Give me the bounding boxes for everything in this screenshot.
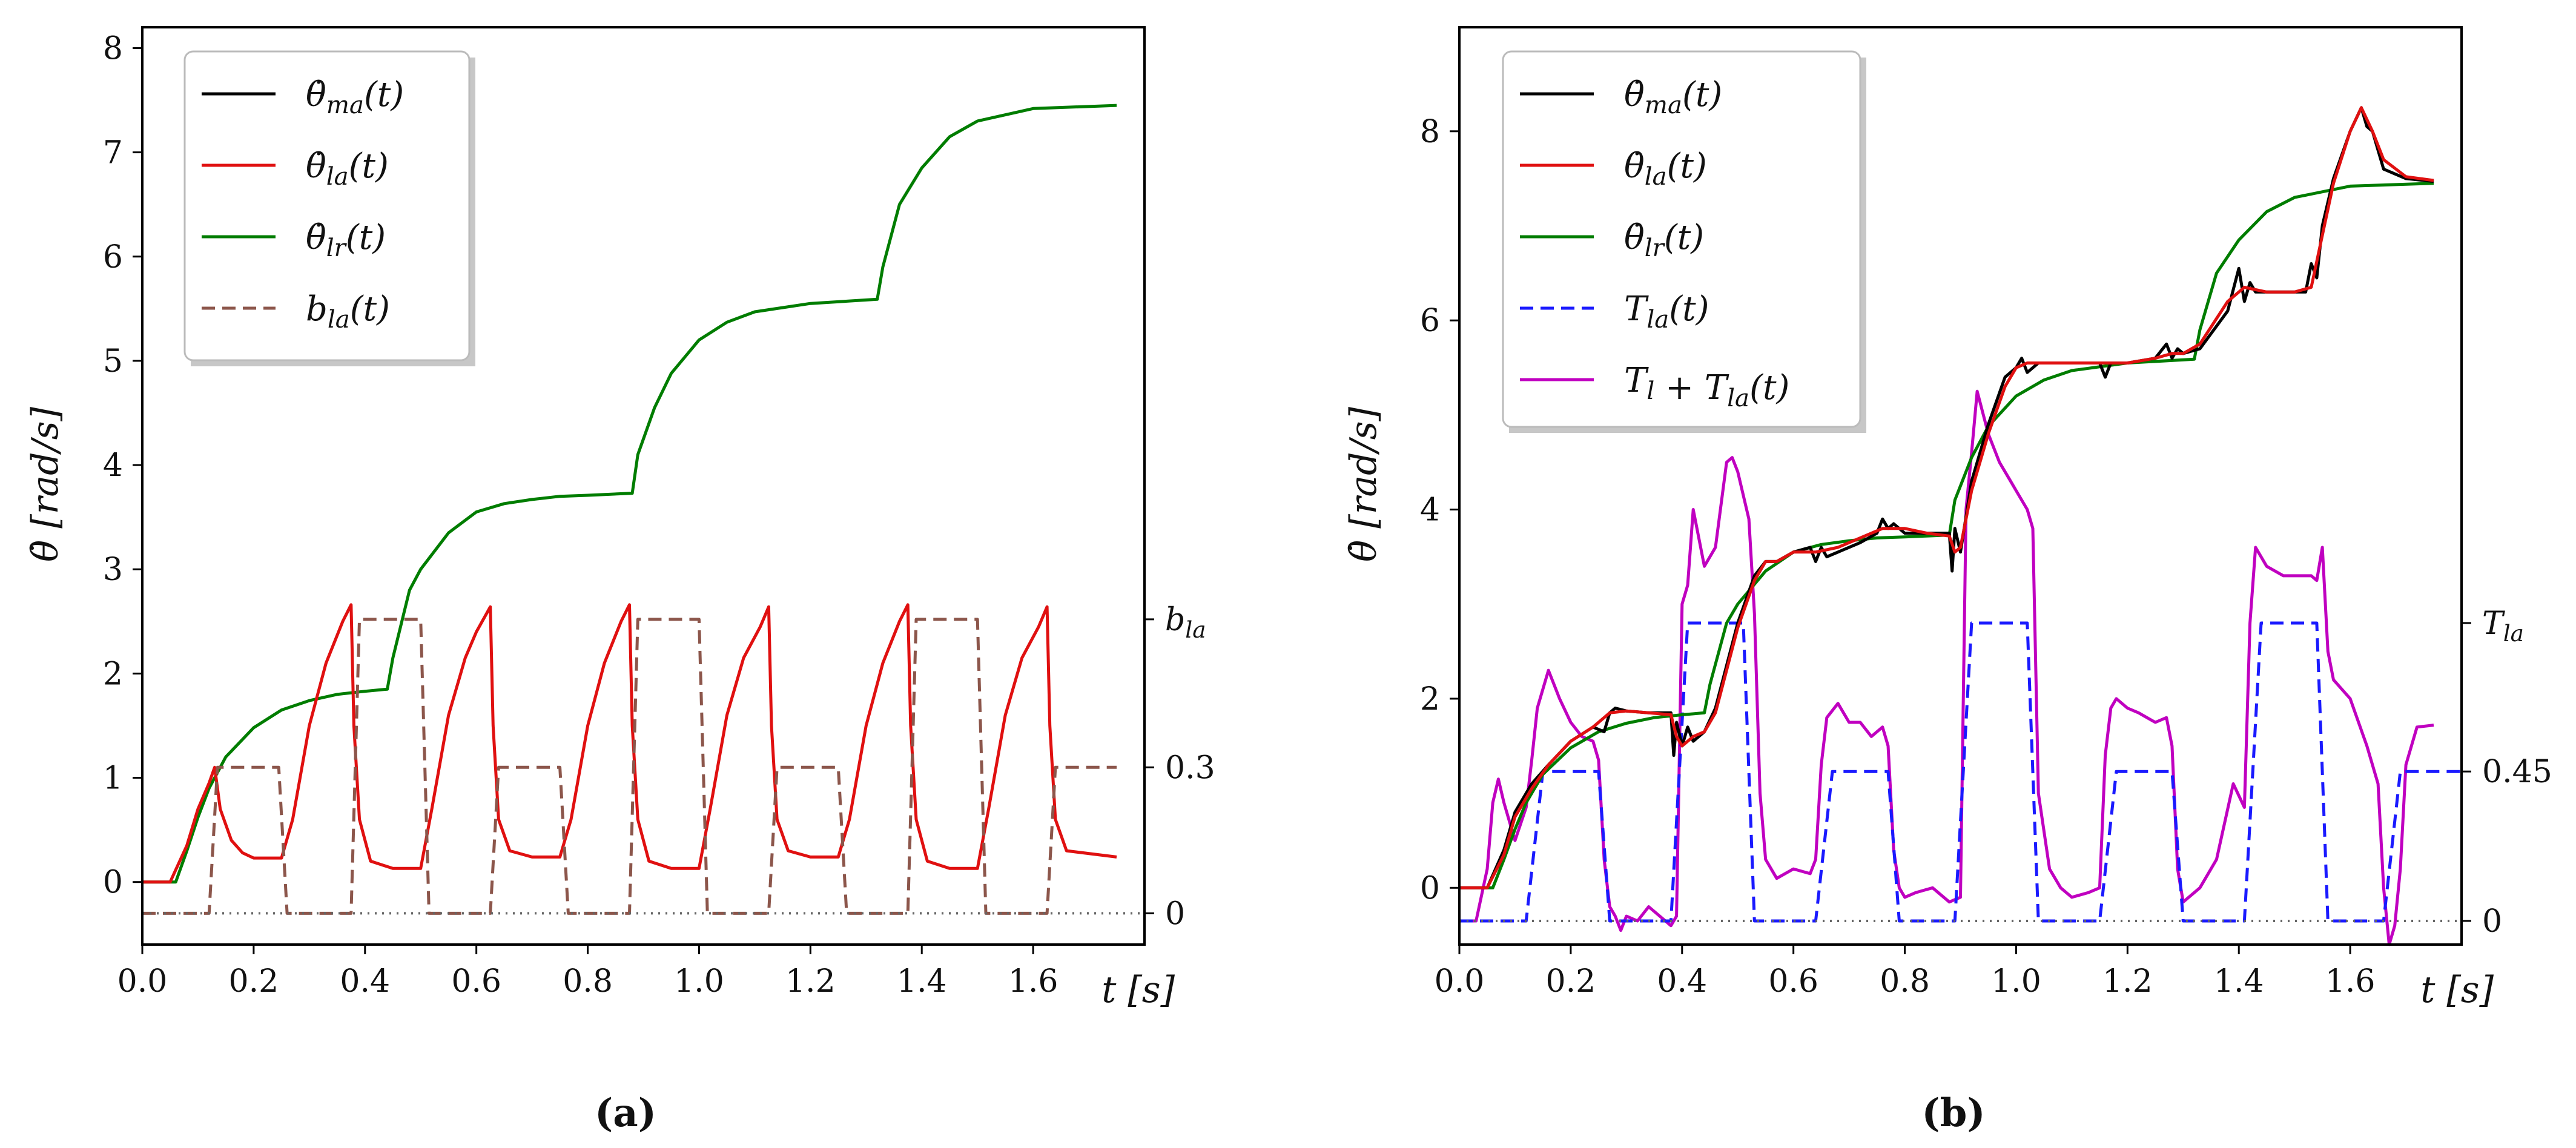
x-tick-label: 1.0 xyxy=(674,963,724,1000)
legend-label: bla(t) xyxy=(306,289,390,334)
x-tick-label: 1.4 xyxy=(2214,963,2264,1000)
y-tick-label: 4 xyxy=(103,447,123,484)
x-tick-label: 0.4 xyxy=(340,963,390,1000)
panel-a-xlabel: t [s] xyxy=(1101,969,1175,1011)
legend-label: θ̇la(t) xyxy=(1624,147,1707,191)
legend-label: θ̇ma(t) xyxy=(1624,75,1722,119)
legend-label: Tl + Tla(t) xyxy=(1624,361,1789,412)
legend-entries: θ̇ma(t) θ̇la(t) θ̇lr(t) bla(t) xyxy=(202,75,404,334)
panel-b-series xyxy=(1459,106,2462,946)
panel-b: 0.0 0.2 0.4 0.6 0.8 1.0 1.2 1.4 1.6 0 2 4 6 8 0 0.45 T… xyxy=(1342,26,2552,1136)
panel-a-caption: (a) xyxy=(595,1090,656,1136)
x-tick-label: 1.4 xyxy=(897,963,947,1000)
legend-box xyxy=(183,50,471,361)
legend-label: θ̇la(t) xyxy=(306,147,389,191)
panel-a-y-ticks: 0 1 2 3 4 5 6 7 8 xyxy=(103,30,142,901)
x-tick-label: 0.8 xyxy=(563,963,613,1000)
y-tick-label: 8 xyxy=(1420,114,1440,150)
panel-a-series xyxy=(142,104,1144,915)
panel-b-right-ticks: 0 0.45 Tla xyxy=(2462,605,2552,940)
legend-box xyxy=(1502,50,1861,428)
legend-label: θ̇lr(t) xyxy=(306,218,386,262)
right-tick-label: 0.3 xyxy=(1165,750,1215,786)
legend-entries: θ̇ma(t) θ̇la(t) θ̇lr(t) Tla(t) Tl + Tla(t) xyxy=(1520,75,1789,412)
panel-a-legend: θ̇ma(t) θ̇la(t) θ̇lr(t) bla(t) xyxy=(183,50,475,366)
x-tick-label: 0.0 xyxy=(1435,963,1485,1000)
series-line-t-la-t xyxy=(1459,621,2462,923)
x-tick-label: 0.4 xyxy=(1657,963,1707,1000)
panel-a-x-ticks: 0.0 0.2 0.4 0.6 0.8 1.0 1.2 1.4 1.6 xyxy=(117,945,1058,1000)
y-tick-label: 7 xyxy=(103,135,123,171)
panel-b-x-ticks: 0.0 0.2 0.4 0.6 0.8 1.0 1.2 1.4 1.6 xyxy=(1435,945,2376,1000)
panel-a-plot-frame xyxy=(141,26,1146,946)
y-tick-label: 6 xyxy=(103,239,123,275)
x-tick-label: 0.6 xyxy=(1768,963,1818,1000)
x-tick-label: 0.6 xyxy=(451,963,501,1000)
panel-a-ylabel: θ̇ [rad/s] xyxy=(24,406,67,561)
x-tick-label: 1.0 xyxy=(1991,963,2041,1000)
legend-label: θ̇ma(t) xyxy=(306,75,404,119)
panel-b-ylabel: θ̇ [rad/s] xyxy=(1342,406,1385,561)
panel-b-legend: θ̇ma(t) θ̇la(t) θ̇lr(t) Tla(t) Tl + Tla(t) xyxy=(1502,50,1866,433)
panel-b-caption: (b) xyxy=(1921,1090,1985,1136)
x-tick-label: 1.2 xyxy=(2102,963,2153,1000)
right-tick-label: Tla xyxy=(2482,605,2524,647)
y-tick-label: 0 xyxy=(1420,870,1440,906)
series-line-lr-t xyxy=(1459,182,2434,889)
right-tick-label: 0 xyxy=(2482,903,2502,940)
series-line-t-l-t-la-t xyxy=(1459,389,2434,946)
panel-b-xlabel: t [s] xyxy=(2420,969,2494,1011)
x-tick-label: 0.0 xyxy=(117,963,168,1000)
x-tick-label: 1.6 xyxy=(2325,963,2376,1000)
series-line-la-t xyxy=(1459,106,2434,889)
x-tick-label: 1.6 xyxy=(1008,963,1058,1000)
right-tick-label: 0 xyxy=(1165,896,1185,932)
y-tick-label: 1 xyxy=(103,760,123,797)
y-tick-label: 0 xyxy=(103,865,123,901)
right-tick-label: bla xyxy=(1165,602,1206,643)
y-tick-label: 2 xyxy=(1420,681,1440,718)
legend-label: Tla(t) xyxy=(1624,289,1709,334)
x-tick-label: 0.2 xyxy=(1546,963,1596,1000)
y-tick-label: 2 xyxy=(103,656,123,692)
y-tick-label: 8 xyxy=(103,30,123,67)
series-line-lr-t xyxy=(142,104,1117,884)
series-line-la-t xyxy=(142,603,1117,884)
x-tick-label: 0.2 xyxy=(229,963,279,1000)
panel-b-plot-frame xyxy=(1458,26,2463,946)
panel-b-y-ticks: 0 2 4 6 8 xyxy=(1420,114,1459,906)
x-tick-label: 0.8 xyxy=(1880,963,1930,1000)
y-tick-label: 4 xyxy=(1420,492,1440,529)
panel-a-right-ticks: 0 0.3 bla xyxy=(1144,602,1215,932)
y-tick-label: 5 xyxy=(103,343,123,380)
right-tick-label: 0.45 xyxy=(2482,754,2552,790)
series-line-b-la-t xyxy=(142,618,1117,915)
y-tick-label: 6 xyxy=(1420,303,1440,339)
y-tick-label: 3 xyxy=(103,552,123,588)
legend-label: θ̇lr(t) xyxy=(1624,218,1704,262)
x-tick-label: 1.2 xyxy=(785,963,836,1000)
